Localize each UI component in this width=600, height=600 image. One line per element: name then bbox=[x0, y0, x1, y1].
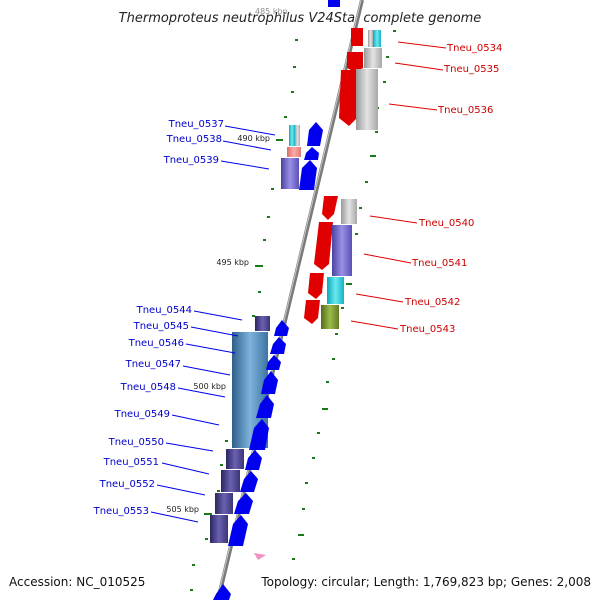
gene-label[interactable]: Tneu_0548 bbox=[120, 382, 176, 393]
gene-label[interactable]: Tneu_0540 bbox=[418, 218, 474, 229]
scale-label-490: 490 kbp bbox=[237, 134, 270, 143]
topology-text: Topology: circular; Length: 1,769,823 bp… bbox=[260, 575, 591, 589]
gene-arrow-forward bbox=[308, 273, 324, 299]
inner-annotation-track-right-bottom bbox=[321, 199, 357, 329]
gene-label[interactable]: Tneu_0552 bbox=[99, 479, 155, 490]
gene-label[interactable]: Tneu_0545 bbox=[133, 321, 189, 332]
gene-arrow-forward bbox=[339, 70, 361, 126]
leader-lines-left bbox=[150, 125, 276, 523]
genome-title: Thermoproteus neutrophilus V24Sta, compl… bbox=[119, 11, 482, 26]
scale-label-495: 495 kbp bbox=[216, 258, 249, 267]
gene-arrow-forward bbox=[322, 196, 338, 220]
gene-label[interactable]: Tneu_0537 bbox=[168, 119, 224, 130]
gene-arrow-reverse bbox=[245, 450, 262, 470]
gene-label[interactable]: Tneu_0543 bbox=[399, 324, 455, 335]
gene-label[interactable]: Tneu_0547 bbox=[125, 359, 181, 370]
position-marker bbox=[254, 553, 266, 560]
leader-lines-right bbox=[350, 41, 447, 330]
gene-labels-left: Tneu_0537 Tneu_0538 Tneu_0539 Tneu_0544 … bbox=[93, 119, 224, 517]
gene-arrow-reverse bbox=[261, 371, 278, 394]
inner-annotation-track-right-top bbox=[356, 30, 382, 130]
gene-arrow-reverse bbox=[234, 493, 253, 514]
gene-label[interactable]: Tneu_0544 bbox=[136, 305, 192, 316]
forward-strand-genes-lower bbox=[304, 196, 338, 324]
gene-arrow-reverse bbox=[256, 395, 274, 418]
gene-arrow-reverse bbox=[307, 122, 323, 146]
gene-arrow-forward bbox=[347, 52, 363, 72]
gene-arrow-reverse bbox=[274, 320, 289, 336]
gene-arrow-reverse bbox=[266, 355, 281, 370]
gene-arrow-forward bbox=[304, 300, 320, 324]
scale-label-500: 500 kbp bbox=[193, 382, 226, 391]
reverse-strand-genes-upper bbox=[299, 122, 323, 190]
gene-label[interactable]: Tneu_0551 bbox=[103, 457, 159, 468]
gene-arrow-forward bbox=[314, 222, 333, 270]
gene-arrow-forward bbox=[351, 28, 363, 46]
forward-strand-genes-upper bbox=[339, 28, 363, 126]
gene-arrow-reverse bbox=[270, 337, 286, 354]
faded-scale-label: 485 kbp bbox=[255, 7, 288, 16]
gene-label[interactable]: Tneu_0535 bbox=[443, 64, 499, 75]
gene-arrow-reverse bbox=[304, 147, 319, 160]
gene-arrow-reverse bbox=[213, 584, 231, 600]
gene-label[interactable]: Tneu_0541 bbox=[411, 258, 467, 269]
gene-label[interactable]: Tneu_0539 bbox=[163, 155, 219, 166]
gene-label[interactable]: Tneu_0538 bbox=[166, 134, 222, 145]
accession-text: Accession: NC_010525 bbox=[9, 575, 145, 589]
gene-arrow-reverse bbox=[249, 419, 269, 450]
gene-label[interactable]: Tneu_0542 bbox=[404, 297, 460, 308]
gene-arrow-reverse bbox=[240, 471, 258, 492]
gene-labels-right: Tneu_0534 Tneu_0535 Tneu_0536 Tneu_0540 … bbox=[399, 43, 502, 335]
inner-annotation-track-left-top bbox=[281, 125, 301, 189]
reverse-strand-genes-lower bbox=[213, 320, 289, 600]
gene-label[interactable]: Tneu_0550 bbox=[108, 437, 164, 448]
gene-label[interactable]: Tneu_0534 bbox=[446, 43, 502, 54]
gene-label[interactable]: Tneu_0536 bbox=[437, 105, 493, 116]
gene-label[interactable]: Tneu_0553 bbox=[93, 506, 149, 517]
gene-arrow-reverse bbox=[228, 515, 248, 546]
gene-arrow-reverse bbox=[299, 160, 317, 190]
gene-arrow-reverse-top bbox=[328, 0, 340, 7]
scale-label-505: 505 kbp bbox=[166, 505, 199, 514]
gene-label[interactable]: Tneu_0546 bbox=[128, 338, 184, 349]
gene-label[interactable]: Tneu_0549 bbox=[114, 409, 170, 420]
